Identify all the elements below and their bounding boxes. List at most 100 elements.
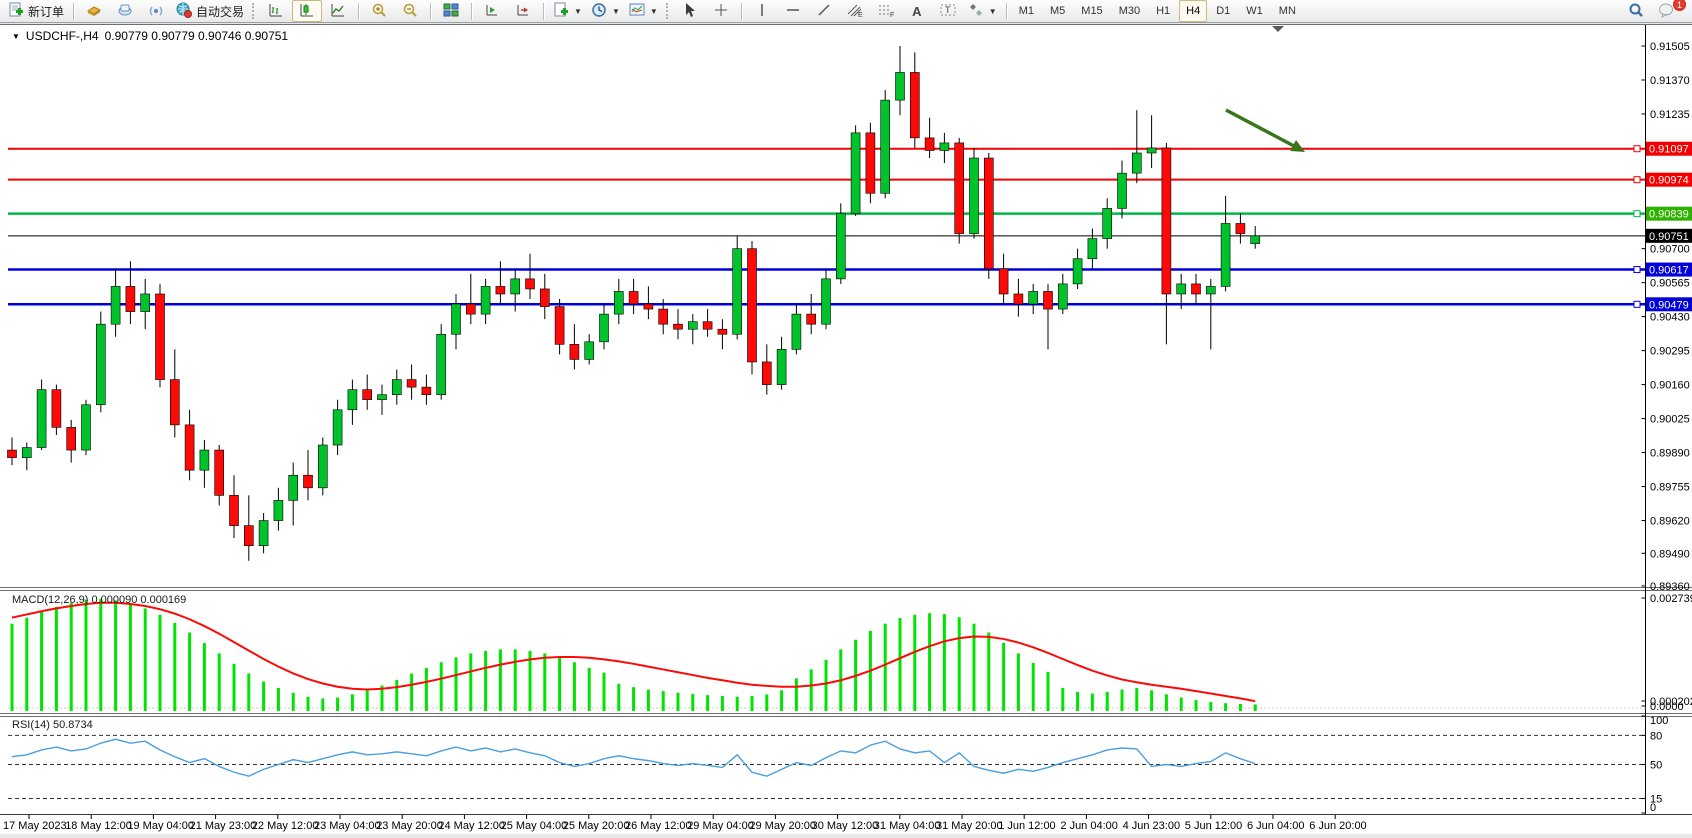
notifications-button[interactable]: 1 — [1652, 0, 1686, 22]
timeframe-h4-button[interactable]: H4 — [1179, 0, 1208, 22]
timeframe-h1-button[interactable]: H1 — [1156, 5, 1171, 17]
candle-down — [998, 268, 1009, 295]
candle-down — [229, 495, 239, 526]
rsi-indicator-label: RSI(14) 50.8734 — [12, 719, 93, 731]
market-watch-button[interactable] — [79, 0, 109, 22]
separator — [1005, 2, 1007, 20]
annotation-arrow[interactable] — [1225, 108, 1305, 152]
time-label: 18 May 12:00 — [65, 820, 132, 832]
candle-up — [258, 520, 269, 547]
timeframe-m30-button[interactable]: M30 — [1118, 5, 1141, 17]
price-tick-label: 0.90565 — [1650, 278, 1690, 290]
indicators-button[interactable]: ▼ — [625, 0, 662, 22]
line-chart-mode-button[interactable] — [323, 0, 353, 22]
macd-bar — [10, 623, 14, 711]
candle-up — [1250, 235, 1260, 244]
macd-bar — [957, 617, 961, 711]
macd-bar — [1209, 701, 1213, 711]
hline-handle[interactable] — [1633, 266, 1641, 274]
candle-up — [969, 157, 979, 234]
vertical-line-button[interactable] — [747, 0, 777, 22]
candle-up — [791, 313, 802, 350]
price-tag-bg — [1646, 228, 1692, 243]
horizontal-line-button[interactable] — [778, 0, 808, 22]
data-window-button[interactable] — [110, 0, 140, 22]
zoom-out-icon — [402, 2, 418, 21]
macd-bar — [676, 692, 680, 711]
hline-handle[interactable] — [1633, 300, 1641, 308]
separator — [471, 2, 473, 20]
hline-handle[interactable] — [1633, 145, 1641, 153]
search-button[interactable] — [1621, 0, 1651, 22]
candle-up — [939, 142, 950, 151]
rsi-pane[interactable]: 100 80 50 150 — [8, 715, 1668, 814]
time-label: 17 May 2023 — [3, 820, 67, 832]
candle-down — [1013, 293, 1024, 305]
candle-up — [81, 404, 91, 451]
fibonacci-button[interactable]: F — [871, 0, 901, 22]
timeframe-m15-button[interactable]: M15 — [1081, 5, 1103, 17]
macd-bar — [706, 695, 710, 711]
time-label: 31 May 20:00 — [936, 820, 1003, 832]
candle-down — [155, 293, 165, 380]
periods-button[interactable]: ▼ — [587, 0, 624, 22]
timeframe-d1-button[interactable]: D1 — [1216, 5, 1231, 17]
candle-up — [850, 132, 861, 214]
macd-bar — [173, 622, 177, 711]
macd-bar — [646, 689, 650, 711]
price-tick-label: 0.89890 — [1650, 448, 1690, 460]
cursor-button[interactable] — [675, 0, 705, 22]
indicators-icon — [629, 2, 645, 21]
auto-scroll-button[interactable] — [477, 0, 507, 22]
candle-down — [303, 474, 313, 489]
horizontal-lines[interactable] — [8, 145, 1646, 308]
price-tick-label: 0.89360 — [1650, 581, 1690, 593]
price-tag-label: 0.90974 — [1649, 175, 1689, 187]
price-tick-label: 0.89620 — [1650, 516, 1690, 528]
macd-bar — [602, 672, 606, 711]
macd-bar — [410, 673, 414, 711]
macd-bar — [720, 695, 724, 711]
trendline-button[interactable] — [809, 0, 839, 22]
zoom-in-button[interactable] — [364, 0, 394, 22]
arrows-button[interactable]: ▼ — [964, 0, 1001, 22]
equidistant-channel-button[interactable]: E — [840, 0, 870, 22]
rsi-axis-label: 15 — [1650, 793, 1662, 805]
timeframe-w1-button[interactable]: W1 — [1246, 5, 1263, 17]
candle-down — [554, 306, 565, 345]
macd-bar — [1224, 703, 1228, 711]
text-button[interactable]: A — [902, 0, 932, 22]
timeframe-mn-button[interactable]: MN — [1278, 5, 1296, 17]
auto-trading-button[interactable]: 自动交易 — [172, 0, 248, 22]
chart-ohlc-values: 0.90779 0.90779 0.90746 0.90751 — [104, 29, 289, 43]
tile-windows-button[interactable] — [436, 0, 466, 22]
macd-signal-line — [11, 601, 1256, 703]
macd-bar — [898, 618, 902, 711]
hline-handle[interactable] — [1633, 176, 1641, 184]
text-label-button[interactable]: T — [933, 0, 963, 22]
candle-down — [1191, 283, 1201, 295]
macd-bar — [1238, 703, 1242, 711]
hline-handle[interactable] — [1633, 210, 1641, 218]
macd-bar — [972, 623, 976, 711]
new-order-button[interactable]: 新订单 — [4, 0, 68, 22]
signal-button[interactable] — [141, 0, 171, 22]
bar-chart-mode-button[interactable] — [261, 0, 291, 22]
macd-bar — [395, 679, 399, 711]
macd-bar — [128, 603, 132, 711]
price-axis[interactable]: 0.91505 0.91370 0.91235 0.90700 0.90565 0.904… — [1641, 25, 1692, 814]
new-template-button[interactable]: ▼ — [549, 0, 586, 22]
candle-down — [184, 424, 195, 471]
candlestick-mode-button[interactable] — [292, 0, 323, 22]
separator — [543, 2, 545, 20]
candle-down — [954, 142, 965, 234]
zoom-out-button[interactable] — [395, 0, 425, 22]
text-icon: A — [912, 3, 922, 19]
timeframe-m5-button[interactable]: M5 — [1050, 5, 1066, 17]
crosshair-button[interactable] — [706, 0, 736, 22]
chart-shift-button[interactable] — [508, 0, 538, 22]
timeframe-m1-button[interactable]: M1 — [1018, 5, 1034, 17]
